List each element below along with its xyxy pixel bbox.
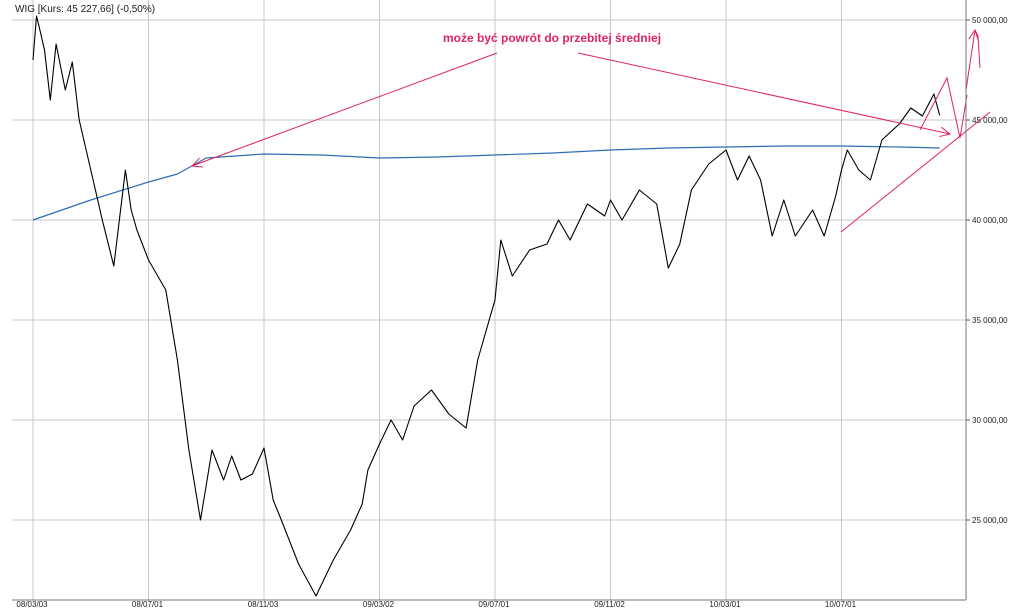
annotation-arrow-left-head (190, 157, 203, 168)
plot-area (12, 0, 966, 600)
y-tick-label: 50 000,00 (972, 16, 1008, 25)
x-tick-label: 09/11/02 (594, 600, 625, 608)
legend-label: WIG [Kurs: 45 227,66] (-0,50%) (15, 4, 155, 15)
series-layer (32, 15, 941, 597)
annotation-label: może być powrót do przebitej średniej (443, 31, 661, 45)
annotation-layer (190, 28, 991, 233)
annotation-arrow-left (191, 52, 498, 167)
projection-arrow-up (965, 29, 976, 91)
axis-layer: 25 000,00 30 000,00 35 000,00 40 000,00 45 0… (12, 0, 1008, 608)
x-tick-label: 09/07/01 (478, 600, 510, 608)
annotation-arrow-right (577, 52, 951, 135)
x-tick-label: 08/11/03 (248, 600, 279, 608)
y-tick-label: 25 000,00 (972, 516, 1008, 525)
grid-lines (12, 0, 966, 600)
x-tick-label: 10/03/01 (709, 600, 741, 608)
wig-price-line (32, 15, 941, 597)
x-tick-label: 08/03/03 (16, 600, 48, 608)
moving-average-line (32, 145, 940, 221)
x-tick-label: 08/07/01 (132, 600, 164, 608)
annotation-arrow-right-head (939, 126, 952, 138)
projection-arrow-tail (974, 29, 981, 69)
projection-zigzag (919, 76, 968, 139)
y-tick-label: 35 000,00 (972, 316, 1008, 325)
trend-line (840, 111, 991, 233)
x-tick-label: 09/03/02 (363, 600, 395, 608)
x-tick-label: 10/07/01 (825, 600, 857, 608)
y-tick-label: 40 000,00 (972, 216, 1008, 225)
y-tick-label: 30 000,00 (972, 416, 1008, 425)
y-tick-label: 45 000,00 (972, 116, 1008, 125)
